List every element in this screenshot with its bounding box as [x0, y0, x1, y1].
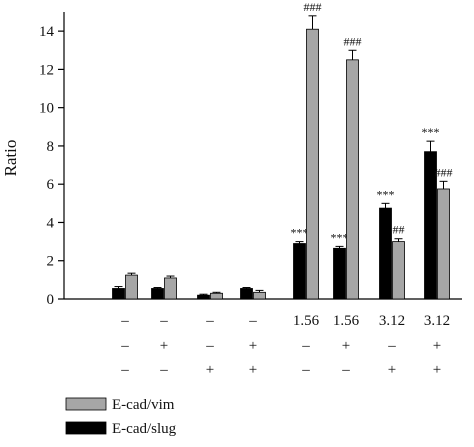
bar-ecad-slug [197, 294, 210, 300]
bar-ecad-slug [112, 288, 125, 300]
bar-ecad-vim [125, 274, 138, 300]
legend-swatch [65, 397, 107, 411]
significance-hashes: ### [304, 0, 322, 14]
treatment-rows: – – – – 1.56 1.56 3.12 3.12 – + – + – + – + – – + + – – + + [120, 313, 450, 378]
treatment-cell: + [206, 362, 214, 378]
y-tick-label: 4 [47, 215, 55, 231]
legend-label: E-cad/vim [112, 397, 175, 413]
y-tick-label: 12 [39, 62, 54, 78]
y-tick-label: 2 [47, 254, 55, 270]
y-tick-label: 14 [39, 24, 55, 40]
treatment-cell: + [249, 362, 257, 378]
bar-ecad-slug [151, 288, 164, 300]
treatment-cell: + [433, 362, 441, 378]
significance-stars: *** [422, 125, 440, 139]
bar-ecad-vim [164, 277, 177, 300]
treatment-cell: – [120, 313, 129, 329]
significance-stars: *** [377, 187, 395, 201]
bar-ecad-slug [379, 207, 392, 300]
treatment-cell: – [301, 362, 310, 378]
treatment-cell: – [159, 313, 168, 329]
treatment-cell: 1.56 [333, 313, 360, 329]
bar-ecad-vim [210, 292, 223, 300]
legend: E-cad/vim E-cad/slug [65, 397, 177, 437]
y-tick-label: 0 [47, 292, 55, 308]
treatment-cell: + [342, 338, 350, 354]
treatment-cell: – [159, 362, 168, 378]
treatment-cell: 3.12 [379, 313, 405, 329]
y-tick-label: 10 [39, 101, 54, 117]
bar-ecad-vim [392, 241, 405, 300]
y-axis-label: Ratio [1, 140, 20, 177]
treatment-cell: – [248, 313, 257, 329]
bar-ecad-vim [306, 28, 319, 300]
treatment-cell: 1.56 [293, 313, 320, 329]
legend-label: E-cad/slug [112, 421, 177, 437]
bar-ecad-vim [253, 291, 266, 300]
treatment-cell: – [301, 338, 310, 354]
significance-hashes: ### [344, 34, 362, 48]
bar-ecad-vim [346, 59, 359, 300]
treatment-cell: + [388, 362, 396, 378]
bars-group: *** *********########### [112, 0, 453, 300]
treatment-cell: + [249, 338, 257, 354]
treatment-cell: – [341, 362, 350, 378]
bar-ecad-slug [293, 243, 306, 300]
y-ticks: 0 2 4 6 8 10 12 14 [39, 24, 64, 308]
bar-ecad-vim [437, 188, 450, 300]
treatment-cell: + [433, 338, 441, 354]
treatment-cell: – [387, 338, 396, 354]
treatment-cell: – [120, 338, 129, 354]
bar-ecad-slug [333, 247, 346, 300]
significance-stars: *** [331, 230, 349, 244]
y-tick-label: 8 [47, 139, 55, 155]
treatment-cell: + [160, 338, 168, 354]
significance-hashes: ## [393, 223, 405, 237]
bar-ecad-slug [240, 288, 253, 300]
legend-swatch [65, 421, 107, 435]
treatment-cell: – [205, 338, 214, 354]
treatment-cell: – [120, 362, 129, 378]
treatment-cell: 3.12 [424, 313, 450, 329]
significance-stars: *** [291, 226, 309, 240]
treatment-cell: – [205, 313, 214, 329]
y-tick-label: 6 [47, 177, 55, 193]
significance-hashes: ### [435, 165, 453, 179]
